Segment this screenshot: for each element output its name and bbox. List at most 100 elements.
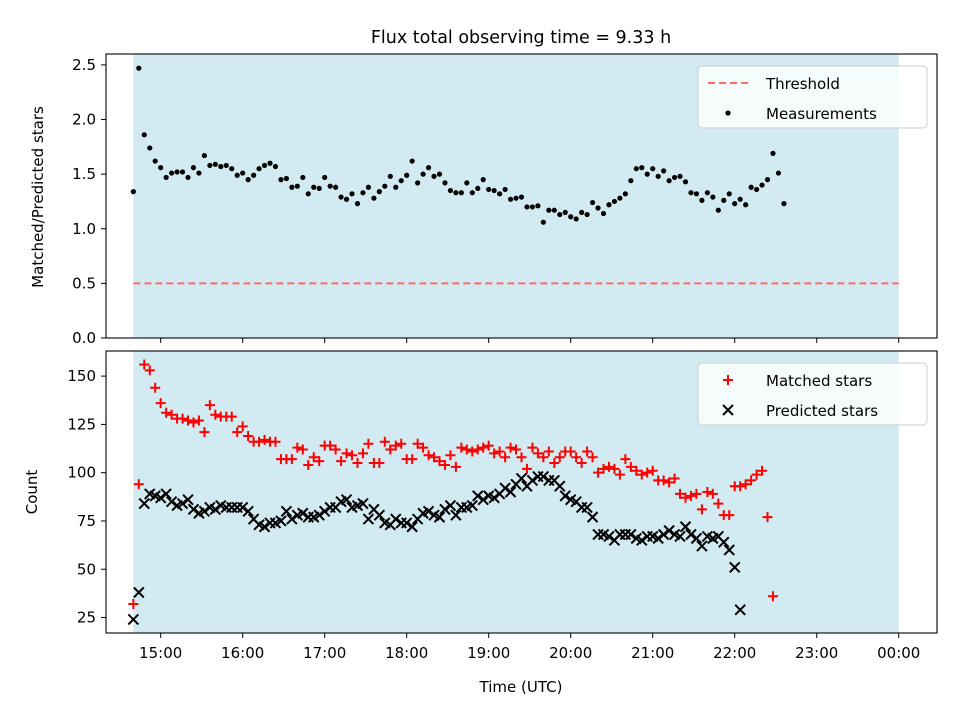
matched-star-point [647, 465, 658, 476]
measurement-point [715, 207, 721, 213]
measurement-point [507, 196, 514, 202]
legend: Matched stars Predicted stars [697, 362, 928, 426]
legend-box [697, 362, 928, 426]
axes-frame [105, 350, 938, 634]
matched-star-point [144, 365, 155, 376]
measurement-point [726, 191, 732, 197]
matched-star-point [357, 448, 368, 459]
measurement-point [333, 184, 339, 190]
predicted-star-point [554, 480, 566, 492]
matched-star-point [582, 446, 593, 457]
measurement-point [190, 165, 197, 171]
measurement-point [398, 178, 404, 184]
measurement-point [513, 195, 519, 201]
measurement-point [540, 219, 546, 225]
y-tick-label: 1.0 [72, 220, 96, 238]
matched-star-point [254, 436, 265, 447]
x-tick-label: 17:00 [303, 644, 346, 662]
matched-star-point [538, 452, 549, 463]
bottom-panel: 25 50 75 100 125 150 15:00 16:00 17:00 18:00 19:00… [67, 350, 938, 662]
measurement-point [655, 173, 661, 179]
predicted-star-point [526, 474, 539, 487]
legend-measurements-swatch [725, 110, 731, 116]
predicted-star-point [286, 513, 298, 525]
matched-star-point [532, 448, 543, 459]
predicted-star-point [154, 492, 167, 504]
matched-star-point [521, 463, 532, 474]
predicted-star-point [723, 544, 735, 556]
matched-star-point [390, 440, 401, 451]
measurement-point [267, 160, 273, 166]
matched-star-point [609, 463, 620, 474]
measurement-point [693, 191, 700, 197]
measurement-point [633, 166, 639, 172]
measurement-point [354, 201, 361, 207]
measurement-point [343, 196, 350, 202]
x-tick-label: 23:00 [795, 644, 838, 662]
y-tick-label: 150 [67, 367, 96, 385]
measurement-point [551, 207, 557, 213]
predicted-star-point [433, 511, 446, 523]
predicted-star-point [362, 513, 375, 525]
matched-star-point [483, 440, 494, 451]
legend-label: Measurements [766, 105, 877, 123]
measurement-point [524, 204, 530, 210]
predicted-star-point [729, 561, 741, 574]
matched-star-point [549, 458, 560, 469]
measurement-point [573, 216, 579, 222]
measurement-point [425, 165, 432, 171]
matched-star-point [237, 421, 248, 432]
measurement-point [289, 184, 295, 190]
measurement-point [611, 198, 618, 205]
matched-star-point [658, 475, 669, 486]
matched-star-point [735, 481, 746, 492]
predicted-star-point [625, 528, 637, 541]
predicted-star-point [357, 497, 369, 510]
matched-star-point [396, 438, 407, 449]
measurement-point [185, 174, 191, 181]
matched-star-point [166, 409, 177, 420]
x-tick-label: 00:00 [877, 644, 920, 662]
top-panel: 0.0 0.5 1.0 1.5 2.0 2.5 Threshold Measurements [72, 53, 938, 347]
measurement-point [278, 177, 284, 183]
matched-star-point [593, 467, 604, 478]
matched-star-point [352, 458, 363, 469]
measurement-point [158, 165, 164, 171]
predicted-star-point [696, 540, 708, 552]
measurement-point [261, 162, 268, 169]
measurement-point [721, 197, 727, 203]
y-tick-label: 0.5 [72, 274, 96, 292]
measurement-point [436, 171, 443, 177]
matched-star-point [669, 473, 680, 484]
measurement-point [546, 207, 552, 213]
matched-star-point [303, 459, 314, 470]
measurement-point [710, 194, 716, 200]
matched-star-point [308, 452, 319, 463]
measurement-point [589, 199, 596, 206]
measurement-point [360, 190, 366, 196]
matched-star-point [429, 452, 440, 463]
x-tick-label: 18:00 [385, 644, 428, 662]
measurement-point [420, 171, 426, 177]
matched-star-point [691, 488, 702, 499]
predicted-star-point [280, 505, 293, 518]
measurement-point [382, 183, 388, 189]
measurement-point [163, 174, 169, 181]
matched-star-point [270, 436, 281, 447]
matched-star-point [259, 434, 270, 445]
predicted-star-point [373, 509, 386, 521]
matched-star-point [286, 454, 297, 465]
measurement-point [622, 191, 628, 197]
matched-star-point [363, 438, 374, 449]
predicted-star-point [313, 509, 325, 521]
measurement-point [737, 196, 743, 202]
measurement-point [409, 158, 415, 164]
measurement-point [130, 189, 136, 195]
matched-star-point [177, 413, 188, 424]
measurement-point [600, 210, 607, 217]
y-tick-label: 50 [77, 560, 96, 578]
matched-star-point [489, 448, 500, 459]
matched-star-point [505, 442, 516, 453]
matched-star-point [226, 411, 237, 422]
measurement-point [753, 186, 760, 193]
